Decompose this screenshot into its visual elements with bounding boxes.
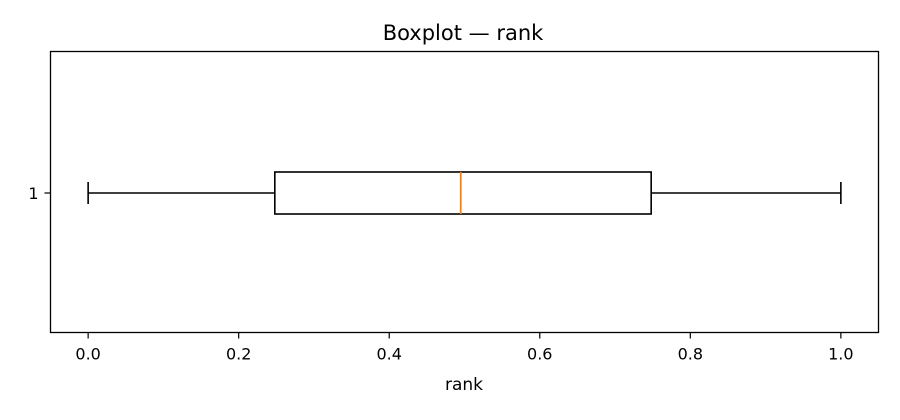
interquartile-box [274, 171, 652, 215]
x-tick-label: 1.0 [828, 345, 853, 364]
boxplot-series [87, 171, 842, 215]
y-tick-label: 1 [28, 184, 38, 203]
chart-title: Boxplot — rank [383, 21, 544, 45]
x-tick-label: 0.0 [75, 345, 100, 364]
x-tick-label: 0.8 [678, 345, 703, 364]
y-axis: 1 [28, 184, 51, 203]
plot-area-frame [49, 50, 880, 334]
x-axis: 0.0 0.2 0.4 0.6 0.8 1.0 [75, 332, 854, 364]
x-axis-label: rank [445, 375, 483, 395]
x-tick-label: 0.6 [527, 345, 552, 364]
x-tick-label: 0.2 [226, 345, 251, 364]
x-tick-label: 0.4 [377, 345, 402, 364]
